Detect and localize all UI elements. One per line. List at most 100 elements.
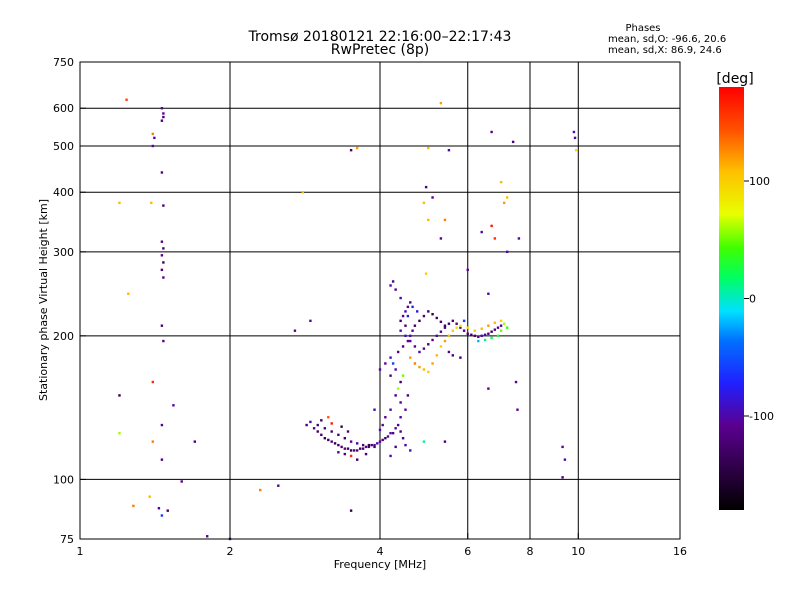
data-point [391,362,395,365]
data-point [389,284,392,287]
data-point [148,495,151,498]
colorbar: [deg] 100 0 -100 [716,71,774,510]
data-point [309,420,312,424]
data-point [447,322,451,325]
data-point [378,428,382,432]
data-point [447,350,451,354]
data-point [151,144,155,148]
data-point [406,394,410,397]
data-point [327,438,330,442]
data-point [162,339,165,343]
data-point [349,440,353,443]
data-point [490,224,493,228]
data-point [355,146,359,150]
grid-lines [80,62,680,539]
data-point [496,334,500,338]
data-point [487,332,490,335]
y-axis: 75 100 200 300 400 500 600 750 [53,56,86,546]
data-point [396,387,400,390]
data-point [431,338,434,342]
data-point [352,449,356,452]
data-point [327,416,330,419]
data-point [431,362,434,365]
data-point [399,430,402,433]
data-point [427,343,430,346]
data-point [502,201,506,205]
data-point [384,416,387,419]
data-point [162,276,165,279]
data-point [151,440,155,443]
data-point [330,422,333,425]
data-point [301,191,305,194]
x-axis-label: Frequency [MHz] [334,558,426,571]
data-point [355,449,359,452]
data-point [572,130,576,134]
x-tick-label: 10 [571,545,585,558]
data-point [418,319,421,323]
y-tick-label: 500 [53,140,74,153]
data-point [490,336,493,340]
data-point [316,430,319,433]
data-point [516,408,519,411]
data-point [511,140,515,144]
data-point [451,354,455,357]
data-point [355,442,359,445]
data-point [367,445,371,449]
y-tick-label: 75 [60,533,74,546]
data-point [293,329,297,332]
data-point [160,514,164,517]
data-point [320,433,323,437]
data-point [459,326,462,329]
data-point [305,423,308,427]
data-point [413,362,417,365]
data-point [162,204,165,207]
data-point [418,350,421,354]
data-point [505,326,509,329]
data-point [394,445,397,449]
data-point [349,509,353,512]
data-point [505,250,509,254]
header: Tromsø 20180121 22:16:00–22:17:43 RwPret… [248,23,727,58]
data-point [480,230,483,234]
data-point [409,334,412,338]
data-point [493,321,497,324]
data-point [427,146,430,150]
data-point [406,314,410,318]
data-point [435,334,438,338]
data-point [563,458,567,461]
data-point [367,443,371,447]
data-point [160,107,164,110]
data-point [462,319,466,323]
data-point [439,345,443,348]
x-tick-label: 1 [77,545,84,558]
data-point [381,438,384,442]
data-point [415,310,419,313]
data-point [466,332,469,335]
data-point [424,185,428,189]
data-point [422,314,426,318]
data-point [502,322,506,325]
data-point [361,447,365,450]
data-points [118,98,578,541]
data-point [162,112,165,115]
colorbar-tick-label: -100 [749,410,774,423]
data-point [355,458,359,461]
data-point [340,425,343,428]
data-point [364,445,368,449]
data-point [439,101,443,105]
data-point [394,427,397,430]
data-point [394,368,397,371]
data-point [418,365,421,369]
data-point [443,326,447,329]
data-point [455,326,458,329]
data-point [337,443,340,447]
data-point [477,335,480,339]
y-tick-label: 200 [53,330,74,343]
data-point [349,449,353,452]
data-point [333,442,337,445]
x-axis: 1 2 4 6 8 10 16 [77,533,687,558]
data-point [391,431,395,435]
data-point [459,356,462,359]
data-point [409,449,412,452]
data-point [384,362,387,365]
